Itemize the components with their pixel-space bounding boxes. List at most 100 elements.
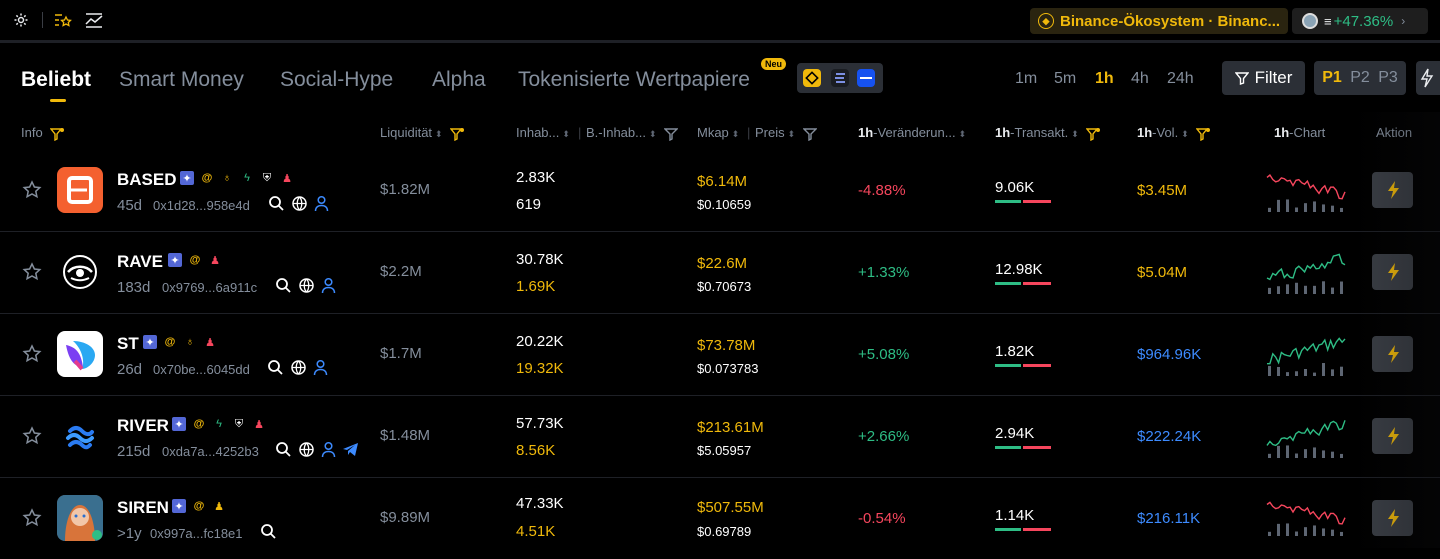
volume-bar xyxy=(1304,285,1307,294)
funnel-icon[interactable] xyxy=(664,127,679,141)
quick-buy-toggle[interactable] xyxy=(1416,61,1440,95)
base-chain-icon[interactable] xyxy=(857,69,875,87)
ticker-pill[interactable]: ≡ +47.36% › xyxy=(1292,8,1428,34)
timeframe-5m[interactable]: 5m xyxy=(1054,70,1077,87)
table-row[interactable]: SIREN ✦ @ ♟ >1y 0x997a...fc18e1 $9.89M 4… xyxy=(0,478,1440,559)
table-row[interactable]: BASED ✦ @ ♁ ϟ ⛨ ♟ 45d 0x1d28...958e4d $1… xyxy=(0,150,1440,232)
ticker-symbol: ≡ xyxy=(1324,13,1332,29)
gear-icon[interactable] xyxy=(12,11,30,29)
star-icon[interactable] xyxy=(22,180,42,200)
volume-bar xyxy=(1295,207,1298,212)
quick-buy-button[interactable] xyxy=(1372,500,1413,536)
search-icon[interactable] xyxy=(268,195,285,212)
funnel-icon[interactable] xyxy=(1086,127,1101,141)
divider xyxy=(42,12,43,28)
star-list-icon[interactable] xyxy=(54,11,72,29)
user-icon[interactable] xyxy=(313,359,328,376)
quick-buy-button[interactable] xyxy=(1372,172,1413,208)
telegram-icon[interactable] xyxy=(342,441,359,458)
volume-bar xyxy=(1277,199,1280,212)
token-logo[interactable] xyxy=(57,495,103,541)
user-icon[interactable] xyxy=(321,441,336,458)
quick-buy-button[interactable] xyxy=(1372,254,1413,290)
bolt-icon xyxy=(1387,427,1399,445)
solana-chain-icon[interactable] xyxy=(831,69,849,87)
quick-buy-button[interactable] xyxy=(1372,418,1413,454)
column-mcap[interactable]: Mkap ⬍ xyxy=(697,125,739,140)
table-row[interactable]: ST ✦ @ ♁ ♟ 26d 0x70be...6045dd $1.7M 20.… xyxy=(0,314,1440,396)
token-address[interactable]: 0x9769...6a911c xyxy=(162,280,258,295)
liquidity-value: $1.7M xyxy=(380,345,422,362)
page-p2[interactable]: P2 xyxy=(1350,69,1370,86)
token-name[interactable]: BASED xyxy=(117,170,177,189)
token-name[interactable]: ST xyxy=(117,334,139,353)
verified-icon: ✦ xyxy=(168,253,182,267)
page-p1[interactable]: P1 xyxy=(1322,69,1342,86)
token-address[interactable]: 0x997a...fc18e1 xyxy=(150,526,243,541)
filter-button[interactable]: Filter xyxy=(1222,61,1305,95)
ecosystem-selector[interactable]: ◆ Binance-Ökosystem · Binanc... xyxy=(1030,8,1288,34)
quick-buy-button[interactable] xyxy=(1372,336,1413,372)
user-icon[interactable] xyxy=(321,277,336,294)
column-change[interactable]: 1h-Veränderun... ⬍ xyxy=(858,125,966,140)
column-transactions[interactable]: 1h-Transakt. ⬍ xyxy=(995,125,1101,141)
token-address[interactable]: 0x1d28...958e4d xyxy=(153,198,250,213)
volume-bar xyxy=(1304,203,1307,212)
globe-icon[interactable] xyxy=(298,277,315,294)
page-p3[interactable]: P3 xyxy=(1378,69,1398,86)
flash-icon: ϟ xyxy=(244,172,250,184)
quick-actions xyxy=(275,277,336,294)
tab-beliebt[interactable]: Beliebt xyxy=(21,68,92,91)
user-icon[interactable] xyxy=(314,195,329,212)
star-icon[interactable] xyxy=(22,344,42,364)
tab-tokenized-securities[interactable]: Tokenisierte Wertpapiere xyxy=(518,68,750,91)
search-icon[interactable] xyxy=(275,277,292,294)
star-icon[interactable] xyxy=(22,262,42,282)
timeframe-1m[interactable]: 1m xyxy=(1015,70,1038,87)
tab-smart-money[interactable]: Smart Money xyxy=(119,68,244,91)
star-icon[interactable] xyxy=(22,508,42,528)
funnel-icon[interactable] xyxy=(1196,127,1211,141)
column-liquidity[interactable]: Liquidität ⬍ xyxy=(380,125,465,141)
funnel-icon[interactable] xyxy=(50,127,65,141)
volume-value: $216.11K xyxy=(1137,510,1201,527)
column-info[interactable]: Info xyxy=(21,125,65,141)
token-logo[interactable] xyxy=(57,413,103,459)
chart-trend-icon[interactable] xyxy=(85,11,103,29)
token-name[interactable]: RAVE xyxy=(117,252,163,271)
star-icon[interactable] xyxy=(22,426,42,446)
token-address[interactable]: 0xda7a...4252b3 xyxy=(162,444,259,459)
search-icon[interactable] xyxy=(267,359,284,376)
volume-value: $222.24K xyxy=(1137,428,1202,445)
funnel-icon[interactable] xyxy=(802,127,817,141)
tab-social-hype[interactable]: Social-Hype xyxy=(280,68,394,91)
column-b-holders[interactable]: B.-Inhab... ⬍ xyxy=(586,125,679,141)
search-icon[interactable] xyxy=(275,441,292,458)
globe-icon[interactable] xyxy=(291,195,308,212)
volume-value: $3.45M xyxy=(1137,182,1188,199)
b-holders-value: 8.56K xyxy=(516,442,556,459)
column-liquidity-label: Liquidität xyxy=(380,125,433,140)
token-name[interactable]: RIVER xyxy=(117,416,169,435)
change-value: +5.08% xyxy=(858,346,910,363)
token-name[interactable]: SIREN xyxy=(117,498,169,517)
timeframe-1h[interactable]: 1h xyxy=(1095,70,1114,87)
globe-icon[interactable] xyxy=(298,441,315,458)
token-address[interactable]: 0x70be...6045dd xyxy=(153,362,250,377)
volume-bar xyxy=(1304,527,1307,536)
table-row[interactable]: RIVER ✦ @ ϟ ⛨ ♟ 215d 0xda7a...4252b3 $1.… xyxy=(0,396,1440,478)
search-icon[interactable] xyxy=(260,523,277,540)
tab-alpha[interactable]: Alpha xyxy=(432,68,486,91)
globe-icon[interactable] xyxy=(290,359,307,376)
funnel-icon[interactable] xyxy=(450,127,465,141)
token-logo[interactable] xyxy=(57,167,103,213)
table-row[interactable]: RAVE ✦ @ ♟ 183d 0x9769...6a911c $2.2M 30… xyxy=(0,232,1440,314)
column-price[interactable]: Preis ⬍ xyxy=(755,125,817,141)
token-logo[interactable] xyxy=(57,249,103,295)
token-logo[interactable] xyxy=(57,331,103,377)
timeframe-24h[interactable]: 24h xyxy=(1167,70,1194,87)
column-holders[interactable]: Inhab... ⬍ xyxy=(516,125,570,140)
timeframe-4h[interactable]: 4h xyxy=(1131,70,1149,87)
column-volume[interactable]: 1h-Vol. ⬍ xyxy=(1137,125,1211,141)
bnb-chain-icon[interactable] xyxy=(803,69,821,87)
